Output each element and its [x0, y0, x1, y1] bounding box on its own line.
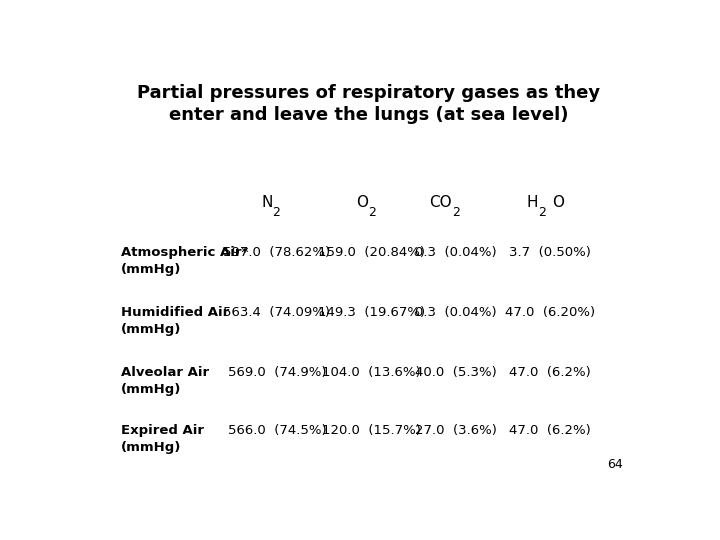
- Text: 569.0  (74.9%): 569.0 (74.9%): [228, 366, 326, 379]
- Text: Humidified Air
(mmHg): Humidified Air (mmHg): [121, 306, 229, 336]
- Text: H: H: [526, 195, 538, 210]
- Text: N: N: [261, 195, 272, 210]
- Text: 2: 2: [538, 206, 546, 219]
- Text: 0.3  (0.04%): 0.3 (0.04%): [415, 246, 496, 259]
- Text: O: O: [356, 195, 369, 210]
- Text: 47.0  (6.2%): 47.0 (6.2%): [510, 424, 591, 437]
- Text: Expired Air
(mmHg): Expired Air (mmHg): [121, 424, 204, 455]
- Text: 47.0  (6.20%): 47.0 (6.20%): [505, 306, 595, 319]
- Text: 2: 2: [452, 206, 460, 219]
- Text: 597.0  (78.62%): 597.0 (78.62%): [223, 246, 330, 259]
- Text: 3.7  (0.50%): 3.7 (0.50%): [510, 246, 591, 259]
- Text: 40.0  (5.3%): 40.0 (5.3%): [415, 366, 496, 379]
- Text: Partial pressures of respiratory gases as they
enter and leave the lungs (at sea: Partial pressures of respiratory gases a…: [138, 84, 600, 124]
- Text: O: O: [552, 195, 564, 210]
- Text: Atmospheric Air*
(mmHg): Atmospheric Air* (mmHg): [121, 246, 248, 276]
- Text: CO: CO: [430, 195, 452, 210]
- Text: 47.0  (6.2%): 47.0 (6.2%): [510, 366, 591, 379]
- Text: 27.0  (3.6%): 27.0 (3.6%): [415, 424, 496, 437]
- Text: Alveolar Air
(mmHg): Alveolar Air (mmHg): [121, 366, 209, 396]
- Text: 104.0  (13.6%): 104.0 (13.6%): [323, 366, 421, 379]
- Text: 120.0  (15.7%): 120.0 (15.7%): [323, 424, 421, 437]
- Text: 566.0  (74.5%): 566.0 (74.5%): [228, 424, 326, 437]
- Text: 2: 2: [369, 206, 377, 219]
- Text: 149.3  (19.67%): 149.3 (19.67%): [318, 306, 426, 319]
- Text: 2: 2: [272, 206, 280, 219]
- Text: 563.4  (74.09%): 563.4 (74.09%): [223, 306, 330, 319]
- Text: 0.3  (0.04%): 0.3 (0.04%): [415, 306, 496, 319]
- Text: 64: 64: [607, 458, 623, 471]
- Text: 159.0  (20.84%): 159.0 (20.84%): [318, 246, 426, 259]
